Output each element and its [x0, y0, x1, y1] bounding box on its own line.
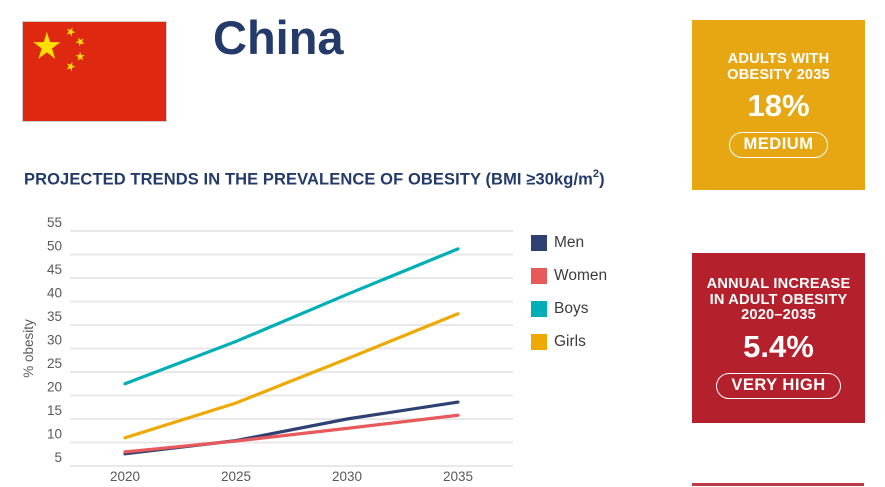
- y-tick-label: 10: [47, 427, 62, 442]
- y-tick-label: 25: [47, 356, 62, 371]
- adults-obesity-2035-box: ADULTS WITH OBESITY 2035 18% MEDIUM: [692, 20, 865, 190]
- legend-swatch-men: [531, 234, 547, 251]
- legend-item-girls: Girls: [531, 333, 607, 350]
- y-tick-label: 35: [47, 309, 62, 324]
- increase-box-label-line3: 2020–2035: [741, 307, 816, 324]
- x-tick-label: 2020: [110, 469, 140, 484]
- legend-label-men: Men: [554, 233, 585, 251]
- x-tick-label: 2035: [443, 469, 473, 484]
- increase-box-label-line1: ANNUAL INCREASE: [706, 275, 851, 292]
- chart-title-suffix: ): [599, 170, 605, 189]
- adults-risk-badge: MEDIUM: [728, 132, 829, 159]
- annual-increase-value: 5.4%: [743, 329, 814, 365]
- y-tick-label: 45: [47, 262, 62, 277]
- y-tick-label: 40: [47, 286, 62, 301]
- adults-box-label-line2: OBESITY 2035: [727, 66, 830, 83]
- chart-title-superscript: 2: [592, 168, 600, 180]
- series-line-girls: [123, 312, 460, 440]
- next-section-top-edge: [692, 483, 864, 486]
- y-axis-title: % obesity: [21, 319, 36, 378]
- y-tick-label: 5: [54, 450, 62, 465]
- legend-label-girls: Girls: [554, 332, 586, 350]
- adults-obesity-value: 18%: [747, 88, 810, 124]
- china-flag: [22, 21, 167, 122]
- y-tick-label: 15: [47, 403, 62, 418]
- chart-title-text: PROJECTED TRENDS IN THE PREVALENCE OF OB…: [24, 170, 593, 189]
- series-line-women: [123, 413, 460, 454]
- annual-increase-box: ANNUAL INCREASE IN ADULT OBESITY 2020–20…: [692, 253, 865, 423]
- y-tick-label: 30: [47, 333, 62, 348]
- legend-item-women: Women: [531, 267, 607, 284]
- legend-label-women: Women: [554, 266, 608, 284]
- adults-box-label: ADULTS WITH OBESITY 2035: [727, 50, 830, 84]
- increase-box-label: ANNUAL INCREASE IN ADULT OBESITY 2020–20…: [706, 275, 851, 324]
- legend-swatch-girls: [531, 333, 547, 350]
- legend-label-boys: Boys: [554, 299, 589, 317]
- legend-swatch-boys: [531, 300, 547, 317]
- country-title: China: [213, 11, 344, 64]
- series-line-boys: [123, 247, 460, 386]
- y-tick-label: 55: [47, 215, 62, 230]
- y-tick-label: 50: [47, 239, 62, 254]
- chart-legend: Men Women Boys Girls: [531, 234, 607, 366]
- increase-box-label-line2: IN ADULT OBESITY: [709, 291, 848, 308]
- legend-item-boys: Boys: [531, 300, 607, 317]
- legend-swatch-women: [531, 267, 547, 284]
- x-tick-label: 2025: [221, 469, 251, 484]
- china-flag-image: [23, 22, 166, 121]
- adults-box-label-line1: ADULTS WITH: [727, 50, 830, 67]
- x-tick-label: 2030: [332, 469, 362, 484]
- legend-item-men: Men: [531, 234, 607, 251]
- chart-title: PROJECTED TRENDS IN THE PREVALENCE OF OB…: [24, 168, 605, 190]
- increase-risk-badge: VERY HIGH: [716, 373, 841, 400]
- y-tick-label: 20: [47, 380, 62, 395]
